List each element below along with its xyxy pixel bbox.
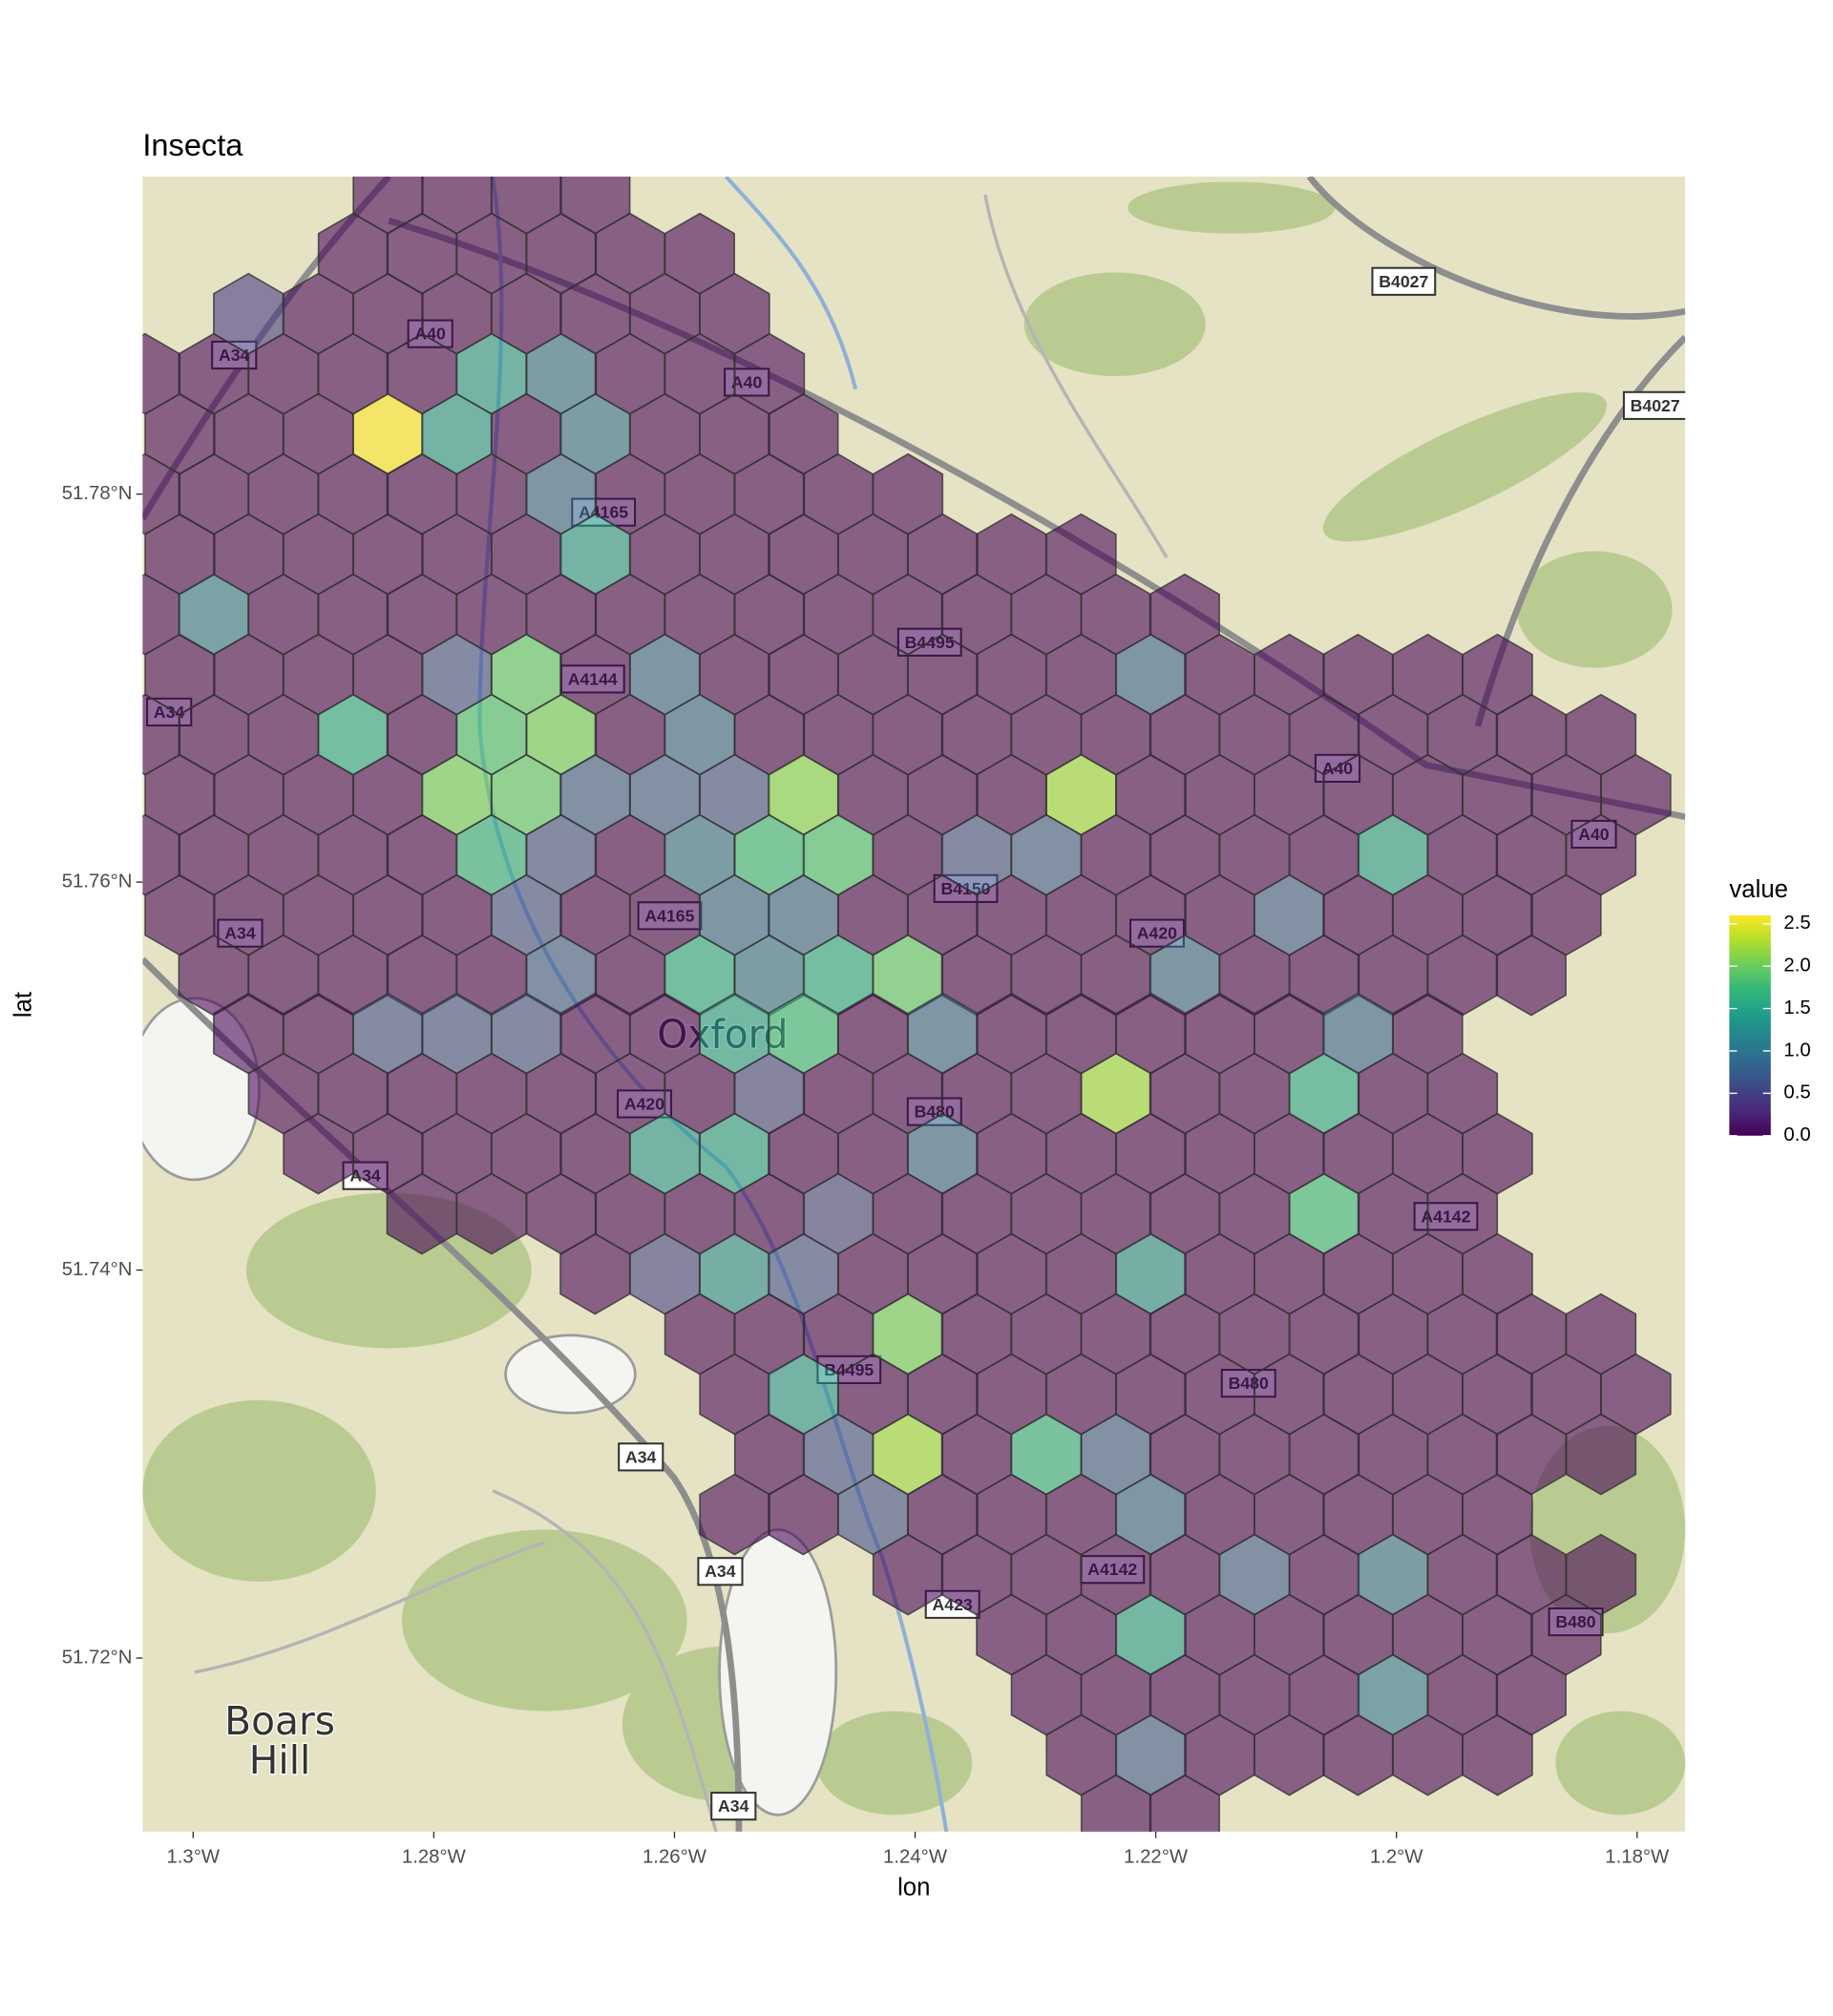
woodland <box>142 181 1686 1816</box>
x-tick-label: 1.26°W <box>643 1846 707 1867</box>
colorbar <box>1729 914 1771 1136</box>
hex-bin <box>1148 1774 1221 1832</box>
road-label: B4027 <box>1631 396 1680 415</box>
place-label: Hill <box>249 1737 311 1783</box>
y-tick-label: 51.74°N <box>62 1259 133 1280</box>
road-label: B4027 <box>1379 272 1428 291</box>
y-tick-label: 51.78°N <box>62 483 133 504</box>
chart-title: Insecta <box>142 128 243 162</box>
road-label-box <box>697 1557 744 1586</box>
x-tick-label: 1.18°W <box>1605 1846 1670 1867</box>
legend-tick-label: 2.5 <box>1783 913 1810 934</box>
axes: 1.3°W 1.28°W 1.26°W 1.24°W 1.22°W 1.2°W 1.18°W… <box>62 483 1670 1867</box>
road-label: A34 <box>705 1562 736 1581</box>
minor-roads <box>194 194 1169 1832</box>
x-axis-title: lon <box>897 1874 930 1900</box>
place-label: Boars <box>224 1698 335 1744</box>
legend-tick-label: 0.5 <box>1783 1082 1810 1103</box>
hex-bin <box>1565 1413 1637 1496</box>
legend-tick-label: 0.0 <box>1783 1124 1810 1145</box>
legend-tick-label: 2.0 <box>1783 956 1810 976</box>
road-label-box <box>1371 266 1437 296</box>
legend: value 0.0 0.5 1.0 1.5 2.0 2.5 <box>1729 876 1810 1145</box>
y-axis-title: lat <box>11 992 37 1018</box>
road-label-box <box>618 1442 664 1472</box>
y-tick-label: 51.72°N <box>62 1647 133 1668</box>
road-label: A34 <box>718 1796 749 1816</box>
road-label: A34 <box>625 1447 657 1466</box>
x-tick-label: 1.2°W <box>1370 1846 1423 1867</box>
x-tick-label: 1.3°W <box>166 1846 220 1867</box>
x-tick-label: 1.24°W <box>883 1846 948 1867</box>
legend-tick-label: 1.5 <box>1783 998 1810 1018</box>
legend-tick-label: 1.0 <box>1783 1040 1810 1060</box>
x-tick-label: 1.28°W <box>402 1846 467 1867</box>
y-tick-label: 51.76°N <box>62 871 133 892</box>
road-label-box <box>1622 390 1686 420</box>
hex-bin <box>1462 1713 1533 1796</box>
hex-layer <box>142 176 1672 1832</box>
road-label-box <box>710 1792 757 1821</box>
hex-bin <box>1495 934 1567 1017</box>
legend-title: value <box>1729 876 1788 903</box>
x-tick-label: 1.22°W <box>1124 1846 1189 1867</box>
basemap: B4027B4027A34A40A40A4165B4495A4144A34A40… <box>142 176 1686 1832</box>
